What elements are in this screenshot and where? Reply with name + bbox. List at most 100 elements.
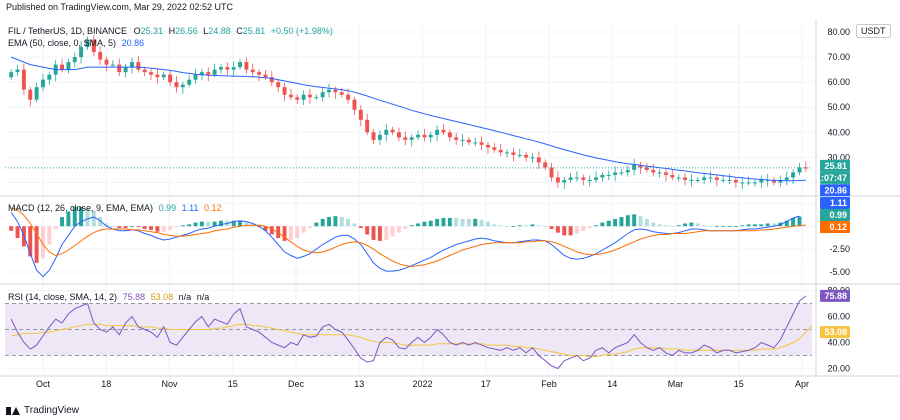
candle-body [66,62,71,70]
candle [428,131,433,143]
candle [384,123,389,142]
candle-body [517,154,522,156]
candle-body [492,147,497,150]
candle-body [740,182,745,184]
candle-body [473,142,478,144]
price-tick-label: 40.00 [827,127,850,137]
macd-hist-bar [34,226,39,263]
candle [327,83,332,98]
candle [466,136,471,146]
macd-hist-bar [466,218,471,227]
candle-body [371,132,376,140]
candlestick-series [9,35,808,189]
macd-hist-bar [454,217,459,227]
candle-body [15,69,20,73]
candle-body [689,179,694,181]
candle [193,68,198,84]
macd-hist-bar [218,220,223,227]
candle-body [168,74,173,83]
candle [740,177,745,189]
macd-hist-tag: 0.99 [820,209,850,221]
candle-body [600,174,605,178]
candle [447,129,452,142]
candle [142,66,147,77]
macd-hist-bar [231,220,236,227]
candle [231,61,236,77]
macd-hist-bar [269,226,274,235]
candle-body [403,137,408,140]
macd-hist-bar [168,226,173,230]
candle-body [733,179,738,183]
macd-hist-bar [91,210,96,227]
candle-body [485,144,490,148]
candle [161,71,166,80]
macd-hist-bar [85,208,90,227]
macd-hist-bar [733,226,738,228]
ema-tag-text: 20.86 [824,185,847,195]
candle [638,161,643,174]
candle-body [708,177,713,179]
candle-body [60,64,65,70]
time-tick-label: Oct [36,379,51,389]
macd-hist-bar [721,226,726,228]
candle-body [193,74,198,80]
candle [40,73,45,92]
candle-body [683,177,688,180]
macd-hist-bar [581,226,586,231]
macd-hist-bar [346,218,351,227]
candle [803,161,808,172]
candle-body [79,47,84,58]
candle-body [479,142,484,145]
candle-body [358,109,363,120]
candle [104,56,109,72]
candle [657,169,662,178]
macd-hist-bar [676,225,681,227]
candle [625,165,630,177]
macd-line-tag: 1.11 [820,197,850,209]
candle [91,35,96,57]
candle-body [187,79,192,85]
macd-hist-bar [384,226,389,240]
candle-body [752,182,757,184]
time-tick-label: 2022 [412,379,432,389]
candle [15,65,20,77]
macd-hist-bar [282,226,287,241]
macd-hist-bar [784,220,789,227]
price-tick-label: 70.00 [827,52,850,62]
macd-hist-bar [759,224,764,227]
candle [352,96,357,116]
macd-hist-bar [613,218,618,227]
macd-hist-bar [594,225,599,227]
candle [454,132,459,146]
macd-hist-bar [765,223,770,227]
macd-hist-bar [638,216,643,227]
time-tick-label: 15 [734,379,744,389]
candle-body [282,87,287,95]
candle [263,70,268,80]
candle [9,69,14,80]
candle-body [327,89,332,93]
macd-hist-bar [651,222,656,227]
candle [784,171,789,186]
macd-hist-bar [9,226,14,231]
candle-body [129,62,134,68]
macd-hist-bar [206,221,211,227]
macd-hist-bar [301,226,306,233]
macd-hist-bar [752,224,757,227]
candle [435,125,440,142]
macd-line-tag-text: 1.11 [830,198,847,208]
macd-hist-bar [727,226,732,228]
candle-body [161,74,166,78]
candle [536,151,541,169]
candle [594,171,599,183]
candle-body [377,134,382,140]
candle-body [276,82,281,88]
candle [47,71,52,85]
currency-button[interactable]: USDT [856,24,891,38]
macd-hist-bar [15,226,20,239]
candle-body [288,94,293,98]
macd-hist-bar [460,218,465,227]
candle [752,179,757,187]
macd-hist-bar [288,226,293,240]
